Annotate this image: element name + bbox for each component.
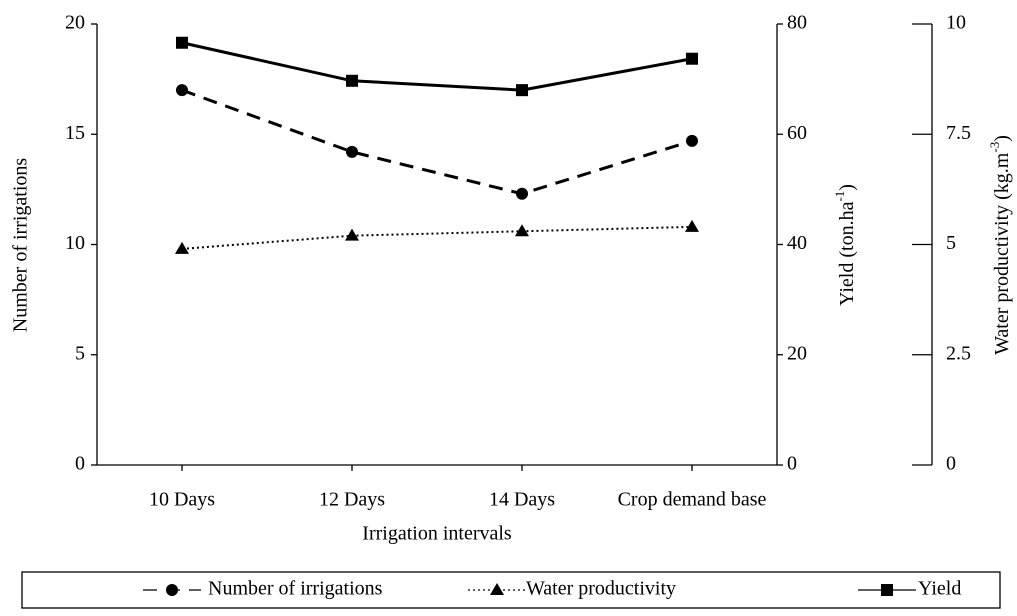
y2-tick-label: 0 <box>787 453 797 475</box>
y3-tick-label: 10 <box>946 12 966 34</box>
y-tick-label: 0 <box>75 453 85 475</box>
y3-tick-label: 0 <box>946 453 956 475</box>
marker <box>346 74 358 87</box>
y3-tick-label: 2.5 <box>946 342 971 364</box>
x-tick-label: Crop demand base <box>618 489 767 511</box>
y2-title-sup: -1 <box>832 191 847 202</box>
legend-label: Water productivity <box>526 578 676 600</box>
marker <box>176 36 188 49</box>
marker <box>686 134 698 147</box>
y3-title-sup: -3 <box>987 142 1002 153</box>
marker <box>515 224 529 237</box>
marker <box>176 84 188 97</box>
y2-tick-label: 60 <box>787 122 807 144</box>
marker <box>686 52 698 65</box>
legend-label: Number of irrigations <box>208 578 383 600</box>
y3-axis-title: Water productivity (kg.m-3) <box>987 135 1013 355</box>
marker <box>346 145 358 158</box>
series-line <box>181 225 693 250</box>
y-axis-title: Number of irrigations <box>10 158 32 333</box>
marker <box>685 219 699 232</box>
y3-title-text: Water productivity (kg.m <box>991 152 1013 355</box>
marker <box>516 187 528 200</box>
y2-title-end: ) <box>836 184 858 191</box>
marker <box>166 584 178 596</box>
y2-tick-label: 20 <box>787 342 807 364</box>
y2-title-text: Yield (ton.ha <box>836 201 858 306</box>
legend-label: Yield <box>918 578 961 600</box>
y3-title-end: ) <box>991 135 1013 142</box>
y-tick-label: 20 <box>65 12 85 34</box>
x-tick-label: 12 Days <box>319 489 385 511</box>
y2-tick-label: 80 <box>787 12 807 34</box>
x-tick-label: 14 Days <box>489 489 555 511</box>
marker <box>881 584 893 596</box>
series-line <box>181 41 693 92</box>
x-axis-title: Irrigation intervals <box>362 523 512 545</box>
series-line <box>181 88 693 196</box>
y2-tick-label: 40 <box>787 232 807 254</box>
y-tick-label: 5 <box>75 342 85 364</box>
x-tick-label: 10 Days <box>149 489 215 511</box>
legend-box <box>21 571 1001 609</box>
y-tick-label: 15 <box>65 122 85 144</box>
y-tick-label: 10 <box>65 232 85 254</box>
y2-axis-title: Yield (ton.ha-1) <box>832 184 858 306</box>
marker <box>345 228 359 241</box>
marker <box>516 84 528 97</box>
y3-tick-label: 7.5 <box>946 122 971 144</box>
marker <box>175 241 189 254</box>
marker <box>490 583 504 595</box>
y3-tick-label: 5 <box>946 232 956 254</box>
